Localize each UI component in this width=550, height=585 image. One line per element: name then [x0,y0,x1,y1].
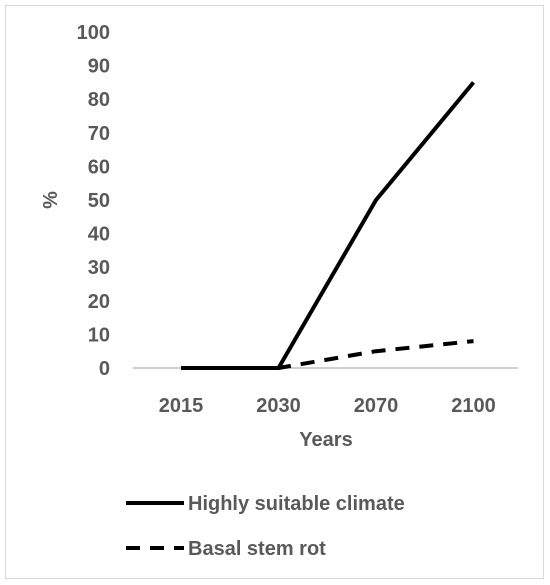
x-tick-label: 2030 [256,395,301,417]
x-tick-label: 2070 [354,395,399,417]
series-lines [181,81,476,370]
legend: Highly suitable climate Basal stem rot [126,493,405,560]
y-tick-label: 70 [88,123,110,145]
y-axis-title: % [40,191,62,209]
y-tick-labels: 0 10 20 30 40 50 60 70 80 90 100 [77,22,110,380]
y-tick-label: 60 [88,156,110,178]
series-line-1 [181,339,474,370]
y-tick-label: 0 [99,358,110,380]
y-tick-label: 50 [88,190,110,212]
y-tick-label: 90 [88,56,110,78]
legend-label-0: Highly suitable climate [188,493,405,515]
x-tick-label: 2015 [159,395,204,417]
legend-label-1: Basal stem rot [188,538,326,560]
x-tick-label: 2100 [451,395,496,417]
y-tick-label: 30 [88,257,110,279]
y-tick-label: 20 [88,291,110,313]
series-line-0 [181,81,476,370]
chart-frame [5,5,544,579]
y-tick-label: 10 [88,324,110,346]
y-tick-label: 40 [88,224,110,246]
x-axis-title: Years [299,429,352,451]
y-tick-label: 80 [88,89,110,111]
y-tick-label: 100 [77,22,110,44]
x-tick-labels: 2015 2030 2070 2100 [159,395,496,417]
